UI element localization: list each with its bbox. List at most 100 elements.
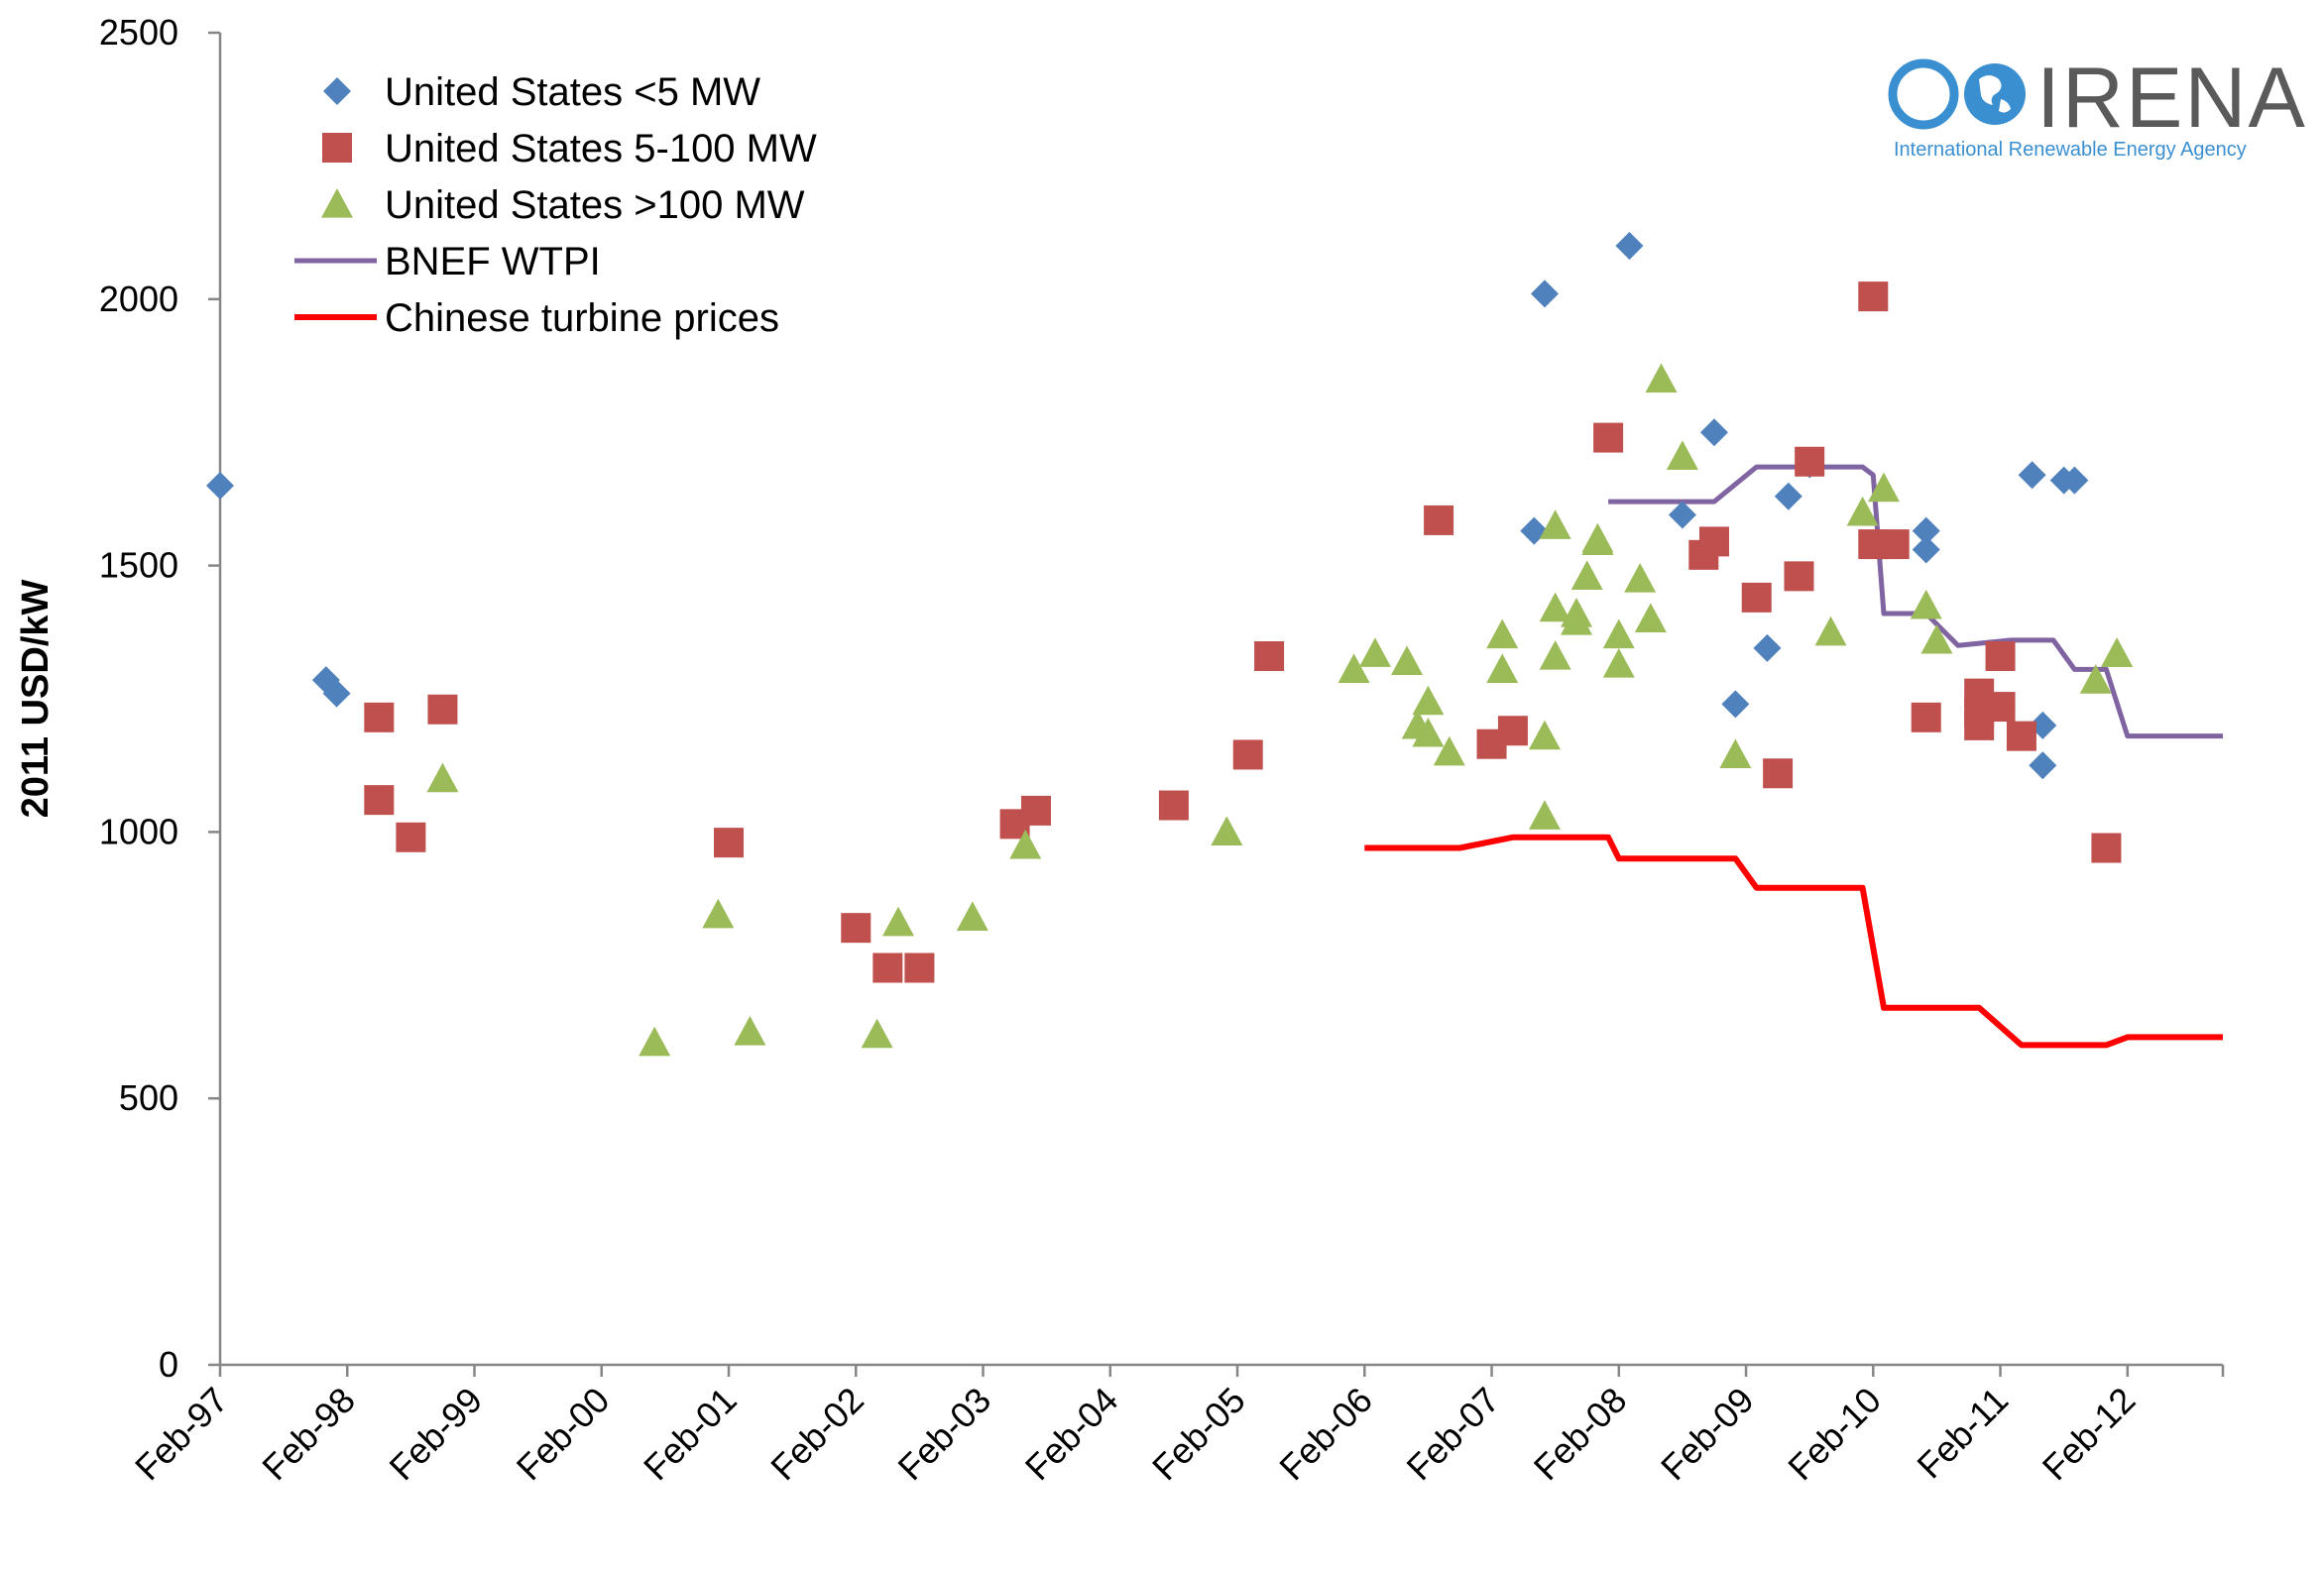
data-point: [1645, 363, 1678, 393]
data-point: [1020, 795, 1051, 826]
data-point: [2029, 751, 2057, 780]
irena-logo-subtitle: International Renewable Energy Agency: [1894, 139, 2247, 161]
y-tick-label: 2500: [99, 12, 178, 53]
legend-item: United States 5-100 MW: [322, 127, 817, 170]
data-point: [861, 1018, 893, 1049]
irena-logo: IRENA International Renewable Energy Age…: [1888, 51, 2307, 161]
data-point: [1912, 516, 1940, 545]
data-point: [1774, 482, 1802, 510]
y-tick-label: 2000: [99, 279, 178, 319]
data-point: [1721, 690, 1750, 719]
data-point: [1634, 603, 1667, 632]
series-line: [1608, 464, 2223, 739]
y-ticks: 0 500 1000 1500 2000 2500: [99, 12, 220, 1385]
legend: United States <5 MW United States 5-100 M…: [294, 70, 817, 340]
data-point: [1561, 597, 1593, 627]
data-point: [1254, 640, 1285, 671]
data-point: [702, 898, 735, 929]
data-point: [1528, 800, 1561, 830]
data-point: [426, 762, 459, 793]
data-point: [1615, 232, 1644, 261]
data-point: [1412, 717, 1445, 747]
data-point: [1391, 645, 1424, 675]
irena-globe-icon: [1888, 58, 2026, 130]
data-point: [364, 702, 395, 732]
data-point: [322, 679, 351, 708]
data-point: [1784, 561, 1814, 592]
data-point: [1814, 616, 1847, 646]
legend-label: Chinese turbine prices: [385, 296, 779, 340]
legend-item: United States <5 MW: [323, 70, 760, 114]
data-point: [1624, 563, 1657, 593]
data-point: [1211, 816, 1243, 845]
data-point: [1911, 702, 1941, 732]
series-points: [364, 281, 2122, 983]
data-point: [1719, 738, 1752, 769]
data-point: [1486, 618, 1519, 649]
data-point: [1985, 640, 2016, 671]
legend-item: Chinese turbine prices: [294, 296, 779, 340]
data-point: [1668, 501, 1696, 529]
line-series: [1364, 464, 2223, 1049]
data-point: [904, 953, 935, 983]
data-point: [1699, 418, 1728, 447]
data-point: [1539, 509, 1571, 539]
y-axis-title: 2011 USD/kW: [15, 579, 57, 818]
data-point: [2079, 664, 2112, 694]
data-point: [1910, 589, 1942, 619]
data-point: [1666, 440, 1698, 470]
data-point: [1763, 758, 1794, 789]
data-point: [2060, 466, 2089, 495]
data-point: [1424, 505, 1454, 535]
data-point: [1530, 280, 1559, 308]
data-point: [1528, 720, 1561, 750]
scatter-series: [206, 232, 2134, 1057]
data-point: [1497, 716, 1528, 746]
data-point: [1741, 582, 1772, 613]
data-point: [1912, 535, 1940, 564]
data-point: [2091, 833, 2122, 863]
data-point: [639, 1026, 671, 1057]
data-point: [1433, 735, 1465, 766]
legend-label: BNEF WTPI: [385, 240, 601, 283]
data-point: [1539, 639, 1571, 670]
data-point: [396, 822, 426, 852]
data-point: [1698, 526, 1729, 557]
data-point: [1846, 496, 1879, 526]
data-point: [1867, 472, 1900, 503]
data-point: [1920, 623, 1953, 654]
irena-logo-text: IRENA: [2036, 51, 2307, 146]
data-point: [1337, 653, 1370, 684]
data-point: [2101, 637, 2134, 667]
y-tick-label: 500: [119, 1077, 178, 1118]
data-point: [1602, 648, 1635, 678]
y-tick-label: 1500: [99, 545, 178, 586]
legend-item: United States >100 MW: [321, 183, 805, 227]
data-point: [1009, 829, 1042, 859]
data-point: [956, 901, 988, 932]
data-point: [1486, 653, 1519, 684]
data-point: [1879, 529, 1910, 560]
legend-item: BNEF WTPI: [294, 240, 601, 283]
data-point: [841, 913, 872, 944]
data-point: [1358, 637, 1391, 667]
data-point: [1753, 633, 1782, 662]
data-point: [1539, 592, 1571, 622]
data-point: [2018, 461, 2046, 490]
data-point: [714, 828, 745, 858]
legend-marker-swatch: [323, 77, 351, 105]
data-point: [1795, 446, 1825, 477]
data-point: [1985, 692, 2016, 723]
data-point: [364, 785, 395, 816]
data-point: [1858, 281, 1889, 312]
data-point: [1602, 618, 1635, 649]
data-point: [1412, 685, 1445, 716]
data-point: [1581, 522, 1614, 553]
legend-marker-swatch: [321, 188, 353, 218]
data-point: [1232, 739, 1263, 770]
data-point: [2006, 721, 2036, 751]
y-tick-label: 0: [159, 1344, 178, 1385]
legend-marker-swatch: [322, 133, 352, 163]
